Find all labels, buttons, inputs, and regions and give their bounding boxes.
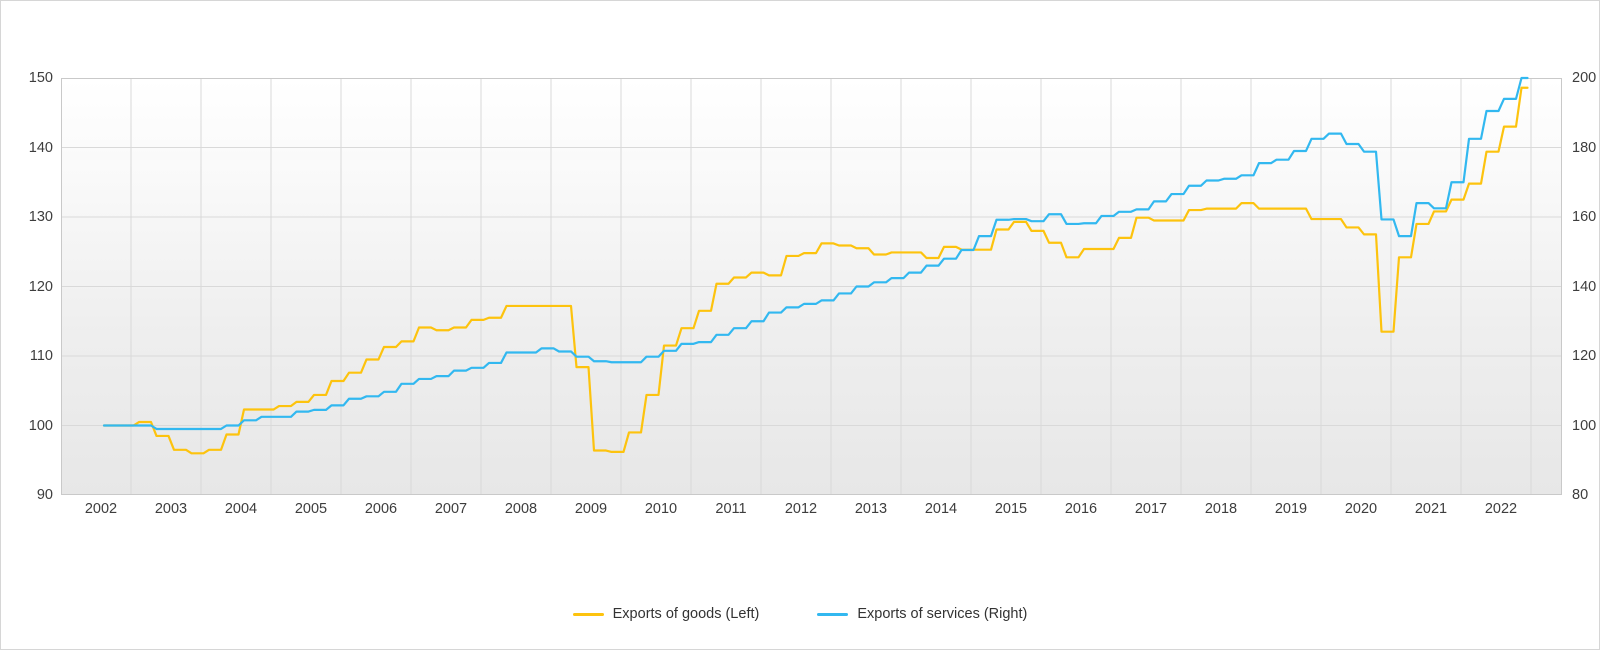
x-axis-label: 2020: [1344, 501, 1378, 517]
right-axis-tick: 120: [1572, 348, 1597, 364]
x-axis-label: 2002: [84, 501, 118, 517]
x-axis-label: 2008: [504, 501, 538, 517]
legend-item-exports-goods[interactable]: Exports of goods (Left): [572, 606, 760, 622]
services-line-swatch: [817, 612, 849, 616]
right-axis-tick: 200: [1572, 70, 1597, 86]
left-axis-tick: 140: [28, 139, 53, 156]
left-axis-tick: 130: [28, 209, 53, 225]
goods-line-swatch: [572, 612, 604, 616]
x-axis-label: 2004: [224, 501, 258, 517]
x-axis-label: 2016: [1064, 501, 1098, 517]
legend-item-exports-services[interactable]: Exports of services (Right): [817, 606, 1027, 622]
right-axis-tick: 180: [1572, 139, 1597, 156]
x-axis-label: 2021: [1414, 501, 1448, 517]
x-axis-label: 2013: [854, 501, 888, 517]
x-axis-label: 2015: [994, 501, 1028, 517]
x-axis-label: 2010: [644, 501, 678, 517]
legend-label-services: Exports of services (Right): [857, 606, 1028, 622]
x-axis-label: 2009: [574, 501, 608, 517]
left-axis-tick: 110: [29, 348, 53, 364]
right-axis-tick: 160: [1572, 209, 1597, 225]
x-axis-label: 2012: [784, 501, 818, 517]
x-axis-label: 2018: [1204, 501, 1238, 517]
goods-series-line: [102, 86, 1529, 455]
x-axis-label: 2007: [434, 501, 468, 517]
x-axis-label: 2011: [715, 501, 747, 517]
right-axis-tick: 100: [1572, 417, 1597, 434]
legend: Exports of goods (Left) Exports of servi…: [1, 606, 1599, 622]
x-axis-label: 2003: [154, 501, 188, 517]
x-axis-label: 2005: [294, 501, 328, 517]
x-axis-label: 2017: [1134, 501, 1168, 517]
x-axis-label: 2019: [1274, 501, 1308, 517]
legend-label-goods: Exports of goods (Left): [612, 606, 760, 622]
right-axis-tick: 140: [1572, 278, 1597, 295]
right-axis-tick: 80: [1572, 487, 1589, 503]
left-axis-tick: 100: [28, 417, 53, 434]
x-axis-label: 2006: [364, 501, 398, 517]
x-axis-label: 2014: [924, 501, 958, 517]
left-axis-tick: 120: [28, 278, 53, 295]
left-axis-tick: 90: [36, 487, 53, 503]
services-series-line: [102, 76, 1529, 431]
left-axis-tick: 150: [28, 70, 53, 86]
x-axis-label: 2022: [1484, 501, 1518, 517]
